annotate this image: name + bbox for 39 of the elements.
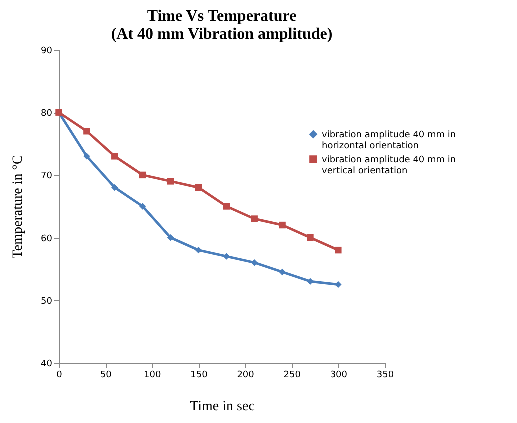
point (112, 153, 118, 160)
point (335, 281, 342, 288)
y-tick-label: 80 (41, 109, 53, 120)
y-tick-label: 40 (41, 360, 53, 370)
point (167, 178, 174, 185)
point (307, 234, 314, 242)
point (84, 128, 90, 135)
point (84, 153, 90, 160)
point (335, 246, 342, 254)
point (251, 259, 258, 266)
legend-label: vibration amplitude 40 mm in horizontal orientation (322, 130, 456, 152)
x-tick-label: 350 (376, 370, 394, 380)
point (195, 184, 202, 192)
x-tick-label: 200 (237, 370, 255, 380)
point (139, 203, 146, 210)
point (112, 184, 118, 192)
y-tick-label: 50 (41, 296, 53, 307)
x-axis-title: Time in sec (190, 400, 255, 414)
point (223, 203, 230, 210)
legend-label: vibration amplitude 40 mm in vertical orientation (322, 156, 456, 176)
point (195, 246, 202, 254)
x-tick-label: 150 (190, 370, 208, 380)
x-tick-label: 100 (144, 370, 162, 380)
point (307, 278, 314, 285)
y-tick-label: 70 (41, 172, 53, 182)
y-axis-title: Temperature in °C (11, 155, 26, 259)
x-tick-label: 0 (56, 370, 63, 380)
point (223, 253, 230, 260)
y-tick-label: 90 (41, 46, 53, 56)
point (279, 222, 286, 229)
y-tick-label: 60 (41, 234, 53, 244)
point (167, 234, 174, 242)
point (279, 268, 286, 276)
x-tick-label: 250 (284, 370, 302, 380)
point (251, 216, 258, 222)
x-tick-label: 50 (100, 370, 112, 380)
x-tick-label: 300 (330, 370, 348, 380)
point (139, 172, 146, 179)
chart-title: Time Vs Temperature (At 40 mm Vibration amplitude) (111, 8, 333, 43)
